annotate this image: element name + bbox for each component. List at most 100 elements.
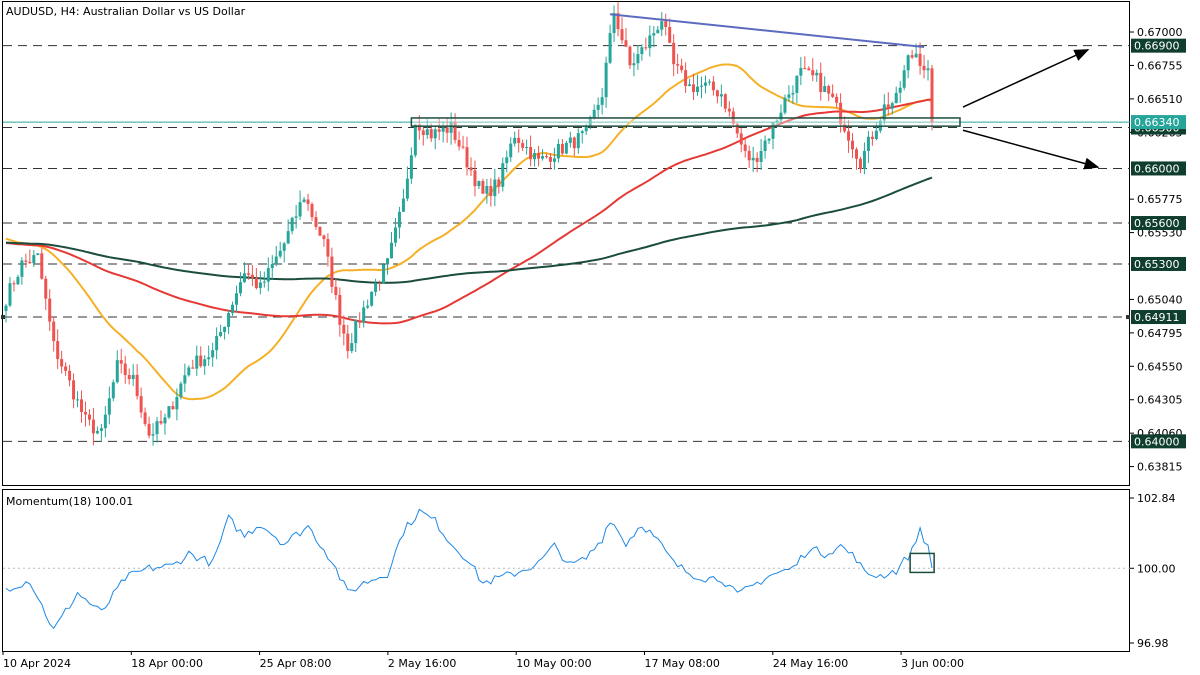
- candle-body: [350, 343, 354, 352]
- candle-body: [656, 29, 660, 34]
- candle: [525, 139, 529, 155]
- candle: [656, 25, 660, 34]
- price-tag-label: 0.65600: [1134, 217, 1180, 230]
- candle-body: [378, 283, 382, 285]
- candle-body: [517, 137, 521, 144]
- candle-body: [362, 307, 366, 323]
- price-axis: 0.670000.667550.665100.662650.657750.655…: [1130, 26, 1183, 474]
- candle-body: [807, 68, 811, 71]
- price-tag-bg: [1131, 161, 1186, 176]
- price-tag-label: 0.64911: [1134, 311, 1180, 324]
- candle: [306, 193, 310, 211]
- candle: [139, 387, 143, 418]
- candle-body: [894, 92, 898, 104]
- price-tick-label: 0.64550: [1137, 360, 1183, 373]
- price-tick-label: 0.64795: [1137, 327, 1183, 340]
- candle-body: [660, 21, 664, 30]
- candle: [533, 149, 537, 167]
- candle-body: [52, 321, 56, 342]
- candle: [807, 66, 811, 71]
- candle: [544, 153, 548, 159]
- candle-body: [274, 256, 278, 264]
- candle: [854, 147, 858, 170]
- candle: [270, 255, 274, 280]
- candle: [866, 131, 870, 164]
- time-tick-label: 10 May 00:00: [516, 657, 591, 670]
- candle-body: [505, 157, 509, 164]
- candle-body: [930, 68, 934, 123]
- candle-body: [437, 129, 441, 132]
- candle-body: [688, 84, 692, 86]
- candle-body: [799, 68, 803, 76]
- candle: [851, 133, 855, 159]
- right-level-marker: [1126, 315, 1130, 320]
- candle: [898, 81, 902, 103]
- candle-body: [64, 366, 68, 371]
- support-zone-box: [410, 117, 961, 127]
- time-tick-label: 2 May 16:00: [388, 657, 456, 670]
- candle-body: [207, 357, 211, 360]
- candle: [930, 64, 934, 131]
- price-tick-label: 0.65775: [1137, 193, 1183, 206]
- candle: [477, 180, 481, 189]
- momentum-tick-label: 96.98: [1137, 637, 1169, 650]
- candle: [413, 124, 417, 158]
- candle-body: [103, 414, 107, 429]
- price-tag-bg: [1131, 38, 1186, 53]
- candle-body: [847, 131, 851, 141]
- candle: [703, 75, 707, 94]
- candle-body: [127, 375, 131, 380]
- candle-body: [501, 163, 505, 187]
- candle-body: [664, 21, 668, 28]
- candle: [513, 131, 517, 147]
- candle: [779, 104, 783, 124]
- candle-body: [548, 157, 552, 162]
- candle-body: [497, 179, 501, 187]
- candle-body: [771, 122, 775, 139]
- candle: [465, 136, 469, 176]
- candle-body: [858, 158, 862, 169]
- candle: [652, 26, 656, 48]
- candle-body: [600, 97, 604, 105]
- candle: [28, 249, 32, 265]
- candle: [370, 291, 374, 307]
- candle-body: [163, 417, 167, 424]
- candle-body: [890, 103, 894, 109]
- candle-body: [831, 93, 835, 97]
- price-tick-label: 0.65040: [1137, 293, 1183, 306]
- candle: [294, 204, 298, 229]
- candle: [461, 135, 465, 150]
- candle-body: [779, 112, 783, 121]
- candle: [847, 119, 851, 153]
- candle-body: [751, 157, 755, 161]
- candle-body: [318, 226, 322, 236]
- candle: [219, 324, 223, 338]
- candle: [831, 84, 835, 98]
- price-panel-frame: [2, 1, 1130, 486]
- candle-body: [445, 127, 449, 133]
- candle-body: [699, 85, 703, 87]
- candle-body: [735, 123, 739, 134]
- candle: [231, 301, 235, 316]
- candle-body: [195, 355, 199, 369]
- candle: [314, 211, 318, 230]
- candle: [576, 128, 580, 154]
- candle-body: [175, 396, 179, 410]
- candle-body: [914, 53, 918, 58]
- candle-body: [111, 382, 115, 399]
- candle: [485, 178, 489, 204]
- candle-body: [409, 155, 413, 179]
- candle-body: [481, 181, 485, 194]
- candle-body: [715, 90, 719, 97]
- candle: [660, 12, 664, 37]
- time-tick-label: 25 Apr 08:00: [260, 657, 332, 670]
- candle: [187, 365, 191, 377]
- candle-body: [902, 70, 906, 88]
- candle: [417, 115, 421, 140]
- candle-body: [119, 360, 123, 364]
- candle: [811, 58, 815, 82]
- price-tick-label: 0.63815: [1137, 461, 1183, 474]
- candle-body: [91, 419, 95, 434]
- candle-body: [521, 143, 525, 148]
